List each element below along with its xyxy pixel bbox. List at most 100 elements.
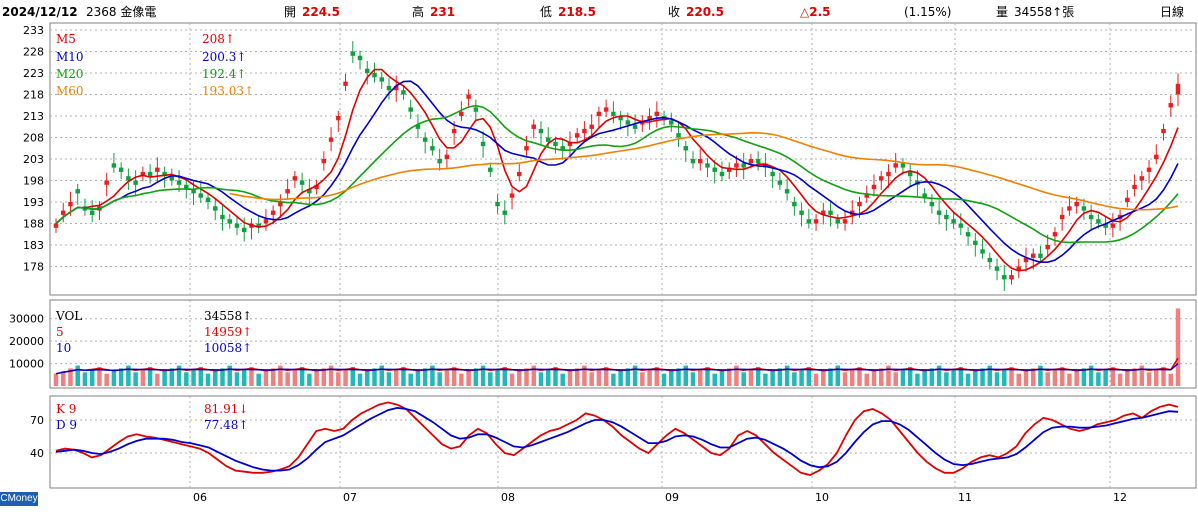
quote-header: 2024/12/12 2368 金像電 開 224.5 高 231 低 218.… — [0, 0, 1198, 24]
price-tick-label: 193 — [23, 196, 44, 209]
volume-bar — [104, 373, 109, 386]
candle-body — [799, 210, 804, 215]
candle-body — [719, 171, 725, 177]
candle-body — [755, 159, 761, 164]
volume-bar — [763, 373, 768, 386]
candle-body — [589, 124, 594, 129]
price-tick-label: 208 — [23, 132, 44, 145]
candle-body — [1045, 245, 1050, 250]
volume-bar — [82, 372, 88, 386]
legend-m5-name: M5 — [56, 32, 76, 46]
volume-bar — [307, 373, 312, 386]
volume-bar — [553, 366, 558, 386]
volume-bar — [842, 372, 848, 386]
volume-bar — [299, 366, 305, 386]
candle-body — [278, 202, 283, 207]
volume-bar — [828, 368, 833, 386]
volume-bar — [596, 369, 602, 386]
volume-bar — [654, 366, 660, 386]
volume-bar — [777, 368, 783, 386]
candle-body — [545, 137, 551, 142]
volume-tick-label: 10000 — [9, 358, 44, 371]
volume-bar — [574, 368, 580, 386]
volume-bar — [632, 365, 638, 386]
candle-body — [357, 55, 363, 61]
candle-body — [922, 193, 927, 198]
candle-body — [488, 167, 493, 172]
legend-vol-value: 34558↑ — [204, 309, 252, 323]
candle-body — [900, 163, 906, 168]
legend-m60-name: M60 — [56, 84, 84, 98]
gridlines — [50, 23, 1196, 488]
candle-body — [994, 266, 1000, 271]
candle-body — [574, 133, 580, 138]
volume-bar — [915, 373, 920, 386]
legend-vol5-value: 14959↑ — [204, 325, 252, 339]
volume-bar — [97, 366, 102, 386]
volume-bar — [835, 365, 841, 386]
candle-body — [603, 107, 609, 112]
kd-tick-label: 70 — [30, 414, 44, 427]
ma5-line — [55, 68, 1179, 272]
candle-body — [835, 219, 841, 224]
legend-vol10-value: 10058↑ — [204, 341, 252, 355]
d-line — [55, 406, 1179, 472]
candle-body — [336, 116, 341, 121]
volume-bar — [495, 369, 500, 386]
volume-bar — [582, 365, 587, 386]
candle-body — [886, 171, 891, 177]
candle-body — [567, 141, 573, 147]
volume-bar — [386, 372, 392, 386]
volume-bar — [379, 365, 384, 386]
volume-bar — [227, 365, 232, 386]
candle-body — [126, 176, 131, 181]
candle-body — [328, 137, 334, 142]
volume-bar — [726, 368, 732, 386]
volume-bar — [1110, 366, 1116, 386]
candle-body — [929, 202, 935, 207]
candle-body — [386, 85, 392, 91]
candle-body — [1168, 103, 1174, 108]
volume-bar — [1067, 373, 1072, 386]
candle-body — [625, 120, 631, 125]
candle-body — [1146, 167, 1152, 172]
volume-bar — [1088, 365, 1094, 386]
volume-bar — [871, 370, 877, 386]
legend-k9-value: 81.91↓ — [204, 402, 248, 416]
price-tick-label: 223 — [23, 67, 44, 80]
candle-body — [1132, 184, 1137, 190]
candle-body — [582, 128, 587, 134]
volume-bar — [1132, 368, 1137, 386]
brand-logo: CMoney — [0, 492, 38, 506]
volume-bar — [176, 365, 182, 386]
volume-bar — [241, 369, 247, 386]
volume-bar — [422, 368, 428, 386]
volume-bar — [755, 366, 761, 386]
candle-body — [191, 189, 196, 194]
candle-body — [683, 146, 689, 151]
axis-ticks: 233 228 223 218 213 208 203 198 193 188 183 178 3000… — [9, 24, 1127, 504]
volume-bar — [1016, 373, 1021, 386]
legend-m20-name: M20 — [56, 67, 84, 81]
volume-bar — [488, 372, 493, 386]
period-label[interactable]: 日線 — [1160, 5, 1185, 19]
candle-body — [1023, 257, 1029, 263]
volume-bar — [459, 373, 464, 386]
volume-bar — [640, 372, 645, 386]
candle-body — [741, 163, 746, 168]
volume-bar — [944, 372, 949, 386]
k-line — [55, 401, 1179, 476]
candle-body — [162, 171, 167, 177]
volume-bar — [1045, 372, 1050, 386]
volume-tick-label: 30000 — [9, 313, 44, 326]
volume-bar — [973, 370, 978, 386]
volume-bar — [545, 369, 551, 386]
volume-bar — [198, 366, 204, 386]
candle-body — [821, 210, 826, 215]
volume-bar — [734, 365, 739, 386]
low-value: 218.5 — [558, 5, 596, 19]
volume-bar — [821, 370, 826, 386]
candle-body — [690, 159, 696, 164]
candle-body — [75, 189, 80, 194]
